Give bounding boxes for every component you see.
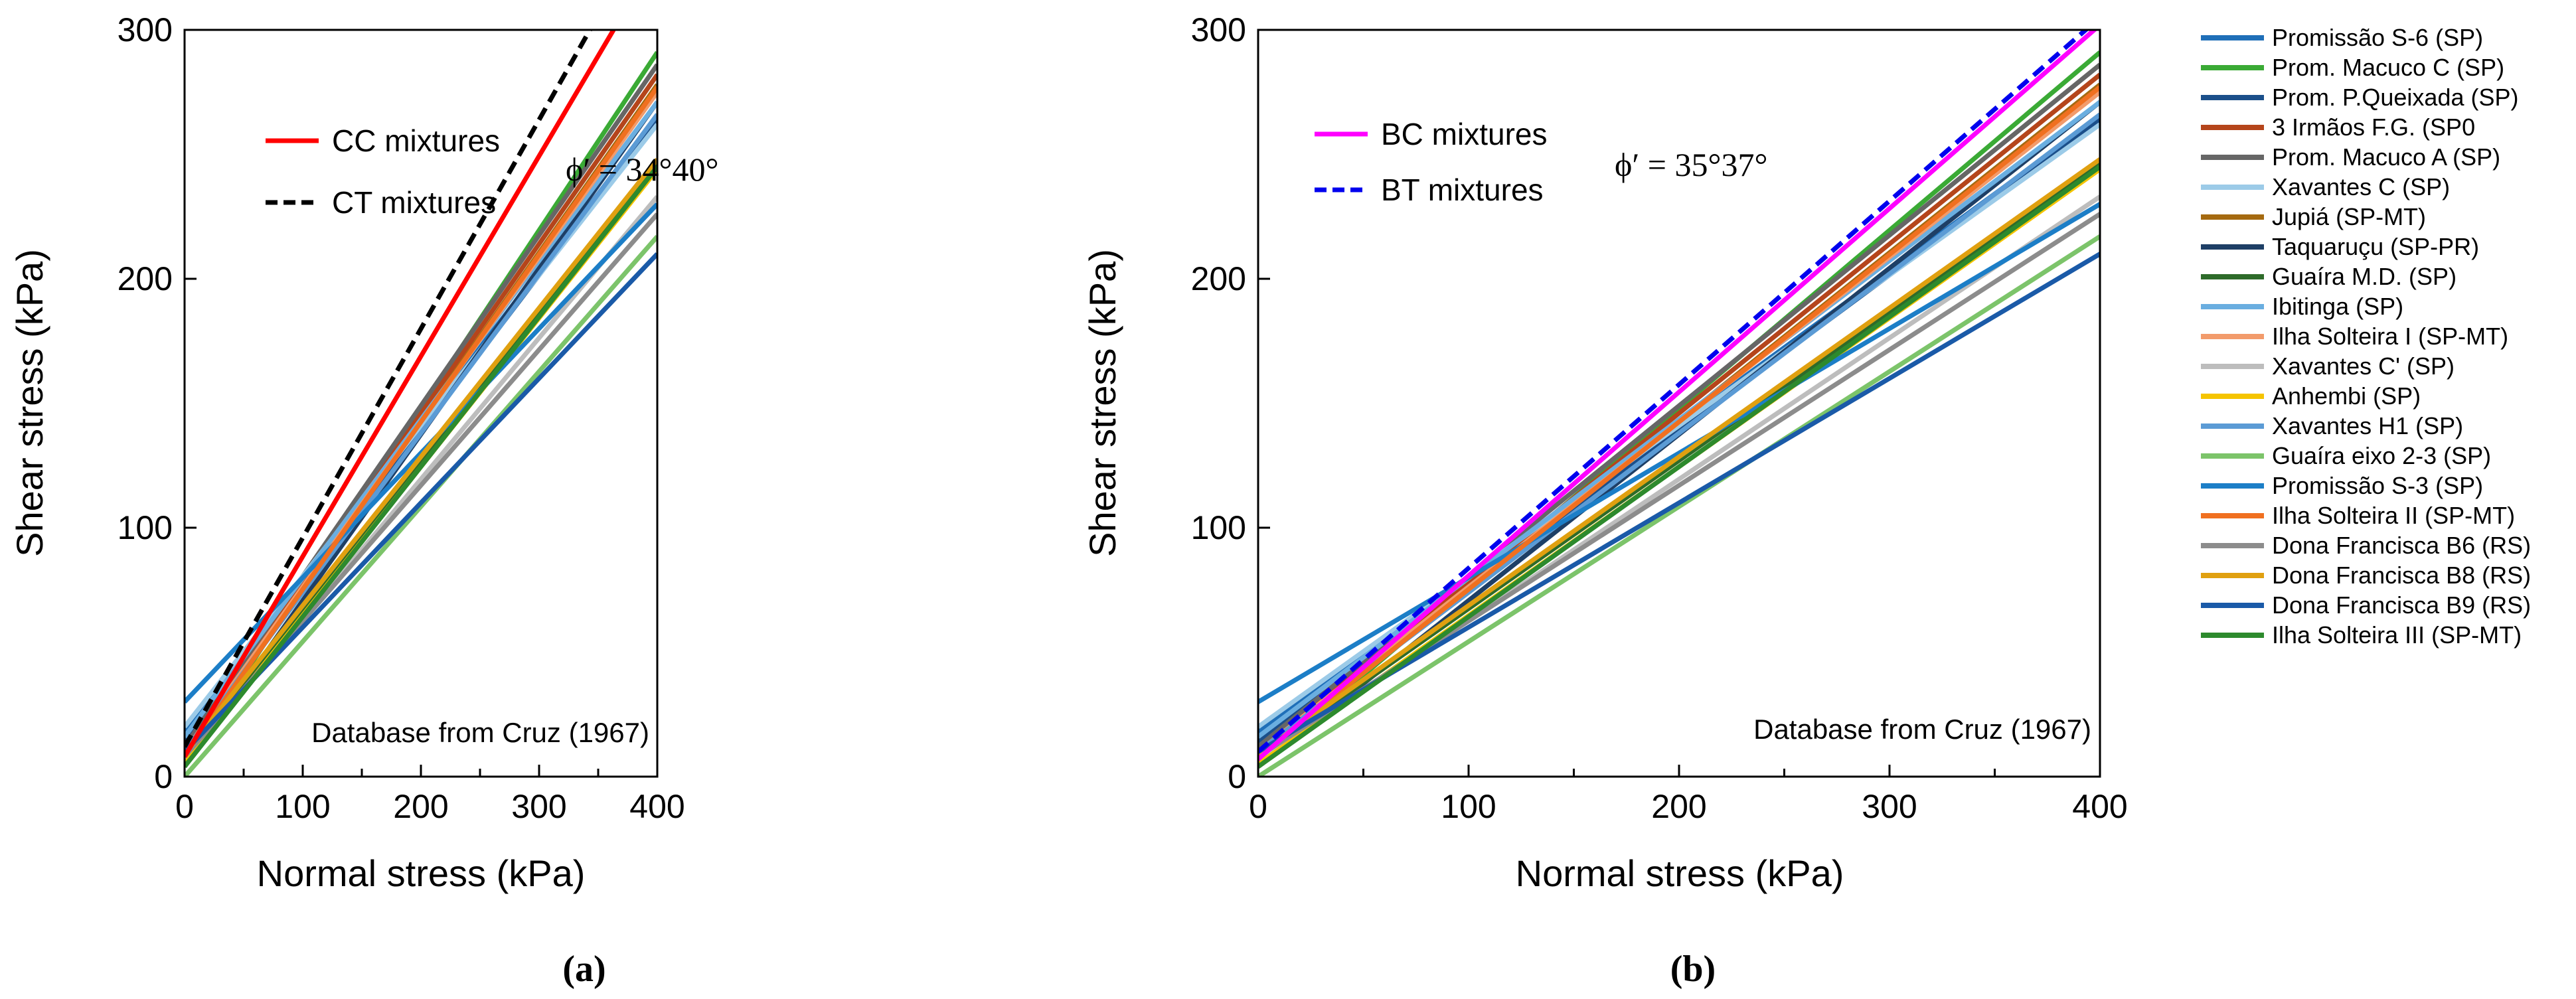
site-legend-label-anhembi-sp: Anhembi (SP) bbox=[2272, 382, 2421, 410]
x-tick-label: 400 bbox=[629, 788, 684, 825]
series-line-cc-mixtures bbox=[185, 30, 616, 758]
series-line-promissao-s-3-sp-b bbox=[1258, 202, 2100, 704]
series-line-ilha-solteira-iii-sp-mt-a bbox=[185, 165, 657, 769]
site-legend-label-dona-francisca-b9-rs: Dona Francisca B9 (RS) bbox=[2272, 591, 2531, 619]
site-legend-label-promissao-s-6-sp: Promissão S-6 (SP) bbox=[2272, 24, 2483, 51]
x-tick-label: 300 bbox=[511, 788, 566, 825]
site-legend-label-ilha-solteira-iii-sp-mt: Ilha Solteira III (SP-MT) bbox=[2272, 621, 2522, 649]
y-tick-label: 0 bbox=[154, 758, 173, 795]
x-axis-label-a: Normal stress (kPa) bbox=[257, 852, 586, 894]
y-tick-label: 0 bbox=[1228, 758, 1246, 795]
series-line-ilha-solteira-ii-sp-mt-a bbox=[185, 86, 657, 759]
site-legend-label-guaira-m-d-sp: Guaíra M.D. (SP) bbox=[2272, 263, 2456, 290]
x-tick-label: 100 bbox=[1441, 788, 1496, 825]
y-axis-label-a: Shear stress (kPa) bbox=[9, 249, 50, 557]
series-line-xavantes-c-sp-b bbox=[1258, 122, 2100, 729]
legend-label-cc-mixtures: CC mixtures bbox=[332, 123, 500, 158]
site-legend-label-dona-francisca-b6-rs: Dona Francisca B6 (RS) bbox=[2272, 532, 2531, 559]
site-legend-label-guaira-eixo-2-3-sp: Guaíra eixo 2-3 (SP) bbox=[2272, 442, 2491, 469]
y-tick-label: 200 bbox=[1191, 260, 1246, 297]
x-tick-label: 200 bbox=[393, 788, 448, 825]
series-line-bc-mixtures bbox=[1258, 30, 2098, 761]
legend-label-bc-mixtures: BC mixtures bbox=[1381, 117, 1547, 151]
footnote-b: Database from Cruz (1967) bbox=[1753, 714, 2091, 745]
series-line-guaira-eixo-2-3-sp-a bbox=[185, 234, 657, 777]
site-legend-label-taquarucu-sp-pr: Taquaruçu (SP-PR) bbox=[2272, 233, 2479, 260]
x-tick-label: 100 bbox=[275, 788, 330, 825]
series-line-ilha-solteira-iii-sp-mt-b bbox=[1258, 165, 2100, 769]
site-legend-label-xavantes-h1-sp: Xavantes H1 (SP) bbox=[2272, 412, 2463, 439]
site-legend-label-3-irmaos-f-g-sp0: 3 Irmãos F.G. (SP0 bbox=[2272, 114, 2475, 141]
series-line-ilha-solteira-ii-sp-mt-b bbox=[1258, 85, 2100, 759]
site-legend-label-ilha-solteira-i-sp-mt: Ilha Solteira I (SP-MT) bbox=[2272, 323, 2508, 350]
y-tick-label: 100 bbox=[1191, 509, 1246, 546]
site-legend-label-dona-francisca-b8-rs: Dona Francisca B8 (RS) bbox=[2272, 562, 2531, 589]
x-tick-label: 0 bbox=[1249, 788, 1267, 825]
series-line-ct-mixtures bbox=[185, 30, 592, 748]
x-tick-label: 0 bbox=[175, 788, 194, 825]
site-legend: Promissão S-6 (SP) Prom. Macuco C (SP) Pro… bbox=[2201, 24, 2531, 649]
site-legend-label-ilha-solteira-ii-sp-mt: Ilha Solteira II (SP-MT) bbox=[2272, 502, 2515, 529]
legend-a: CC mixtures CT mixtures bbox=[266, 123, 500, 220]
legend-label-ct-mixtures: CT mixtures bbox=[332, 185, 496, 220]
friction-angle-annotation-b: ϕ′ = 35°37° bbox=[1615, 146, 1767, 183]
series-line-dona-francisca-b8-rs-b bbox=[1258, 157, 2100, 757]
x-tick-label: 200 bbox=[1651, 788, 1706, 825]
site-legend-label-promissao-s-3-sp: Promissão S-3 (SP) bbox=[2272, 472, 2483, 499]
site-legend-label-prom-macuco-c-sp: Prom. Macuco C (SP) bbox=[2272, 54, 2504, 81]
x-tick-label: 300 bbox=[1862, 788, 1917, 825]
site-legend-label-prom-p-queixada-sp: Prom. P.Queixada (SP) bbox=[2272, 84, 2519, 111]
legend-b: BC mixtures BT mixtures bbox=[1315, 117, 1547, 207]
y-tick-label: 300 bbox=[118, 11, 173, 48]
site-legend-label-xavantes-c-sp: Xavantes C' (SP) bbox=[2272, 352, 2455, 380]
panel-label-a: (a) bbox=[562, 949, 605, 990]
y-axis-label-b: Shear stress (kPa) bbox=[1082, 249, 1123, 557]
panel-b: 0 100 200 300 400 0 100 200 300 BC mixtures BT mi… bbox=[1082, 11, 2128, 990]
series-line-guaira-m-d-sp-b bbox=[1258, 162, 2100, 759]
y-tick-label: 300 bbox=[1191, 11, 1246, 48]
panel-label-b: (b) bbox=[1670, 949, 1716, 990]
series-line-dona-francisca-b8-rs-a bbox=[185, 157, 657, 756]
footnote-a: Database from Cruz (1967) bbox=[311, 717, 649, 748]
series-line-guaira-eixo-2-3-sp-b bbox=[1258, 234, 2100, 777]
x-tick-label: 400 bbox=[2072, 788, 2127, 825]
legend-label-bt-mixtures: BT mixtures bbox=[1381, 173, 1544, 207]
panel-a: 0 100 200 300 400 0 100 200 300 CC mixtures CT mi… bbox=[9, 11, 718, 990]
site-legend-label-prom-macuco-a-sp: Prom. Macuco A (SP) bbox=[2272, 143, 2500, 171]
y-tick-label: 100 bbox=[118, 509, 173, 546]
site-legend-label-ibitinga-sp: Ibitinga (SP) bbox=[2272, 293, 2403, 320]
site-legend-label-xavantes-c-sp: Xavantes C (SP) bbox=[2272, 173, 2450, 200]
y-tick-label: 200 bbox=[118, 260, 173, 297]
friction-angle-annotation-a: ϕ′ = 34°40° bbox=[566, 151, 718, 188]
series-line-bt-mixtures bbox=[1258, 30, 2089, 754]
x-axis-label-b: Normal stress (kPa) bbox=[1516, 852, 1844, 894]
site-legend-label-jupia-sp-mt: Jupiá (SP-MT) bbox=[2272, 203, 2426, 230]
